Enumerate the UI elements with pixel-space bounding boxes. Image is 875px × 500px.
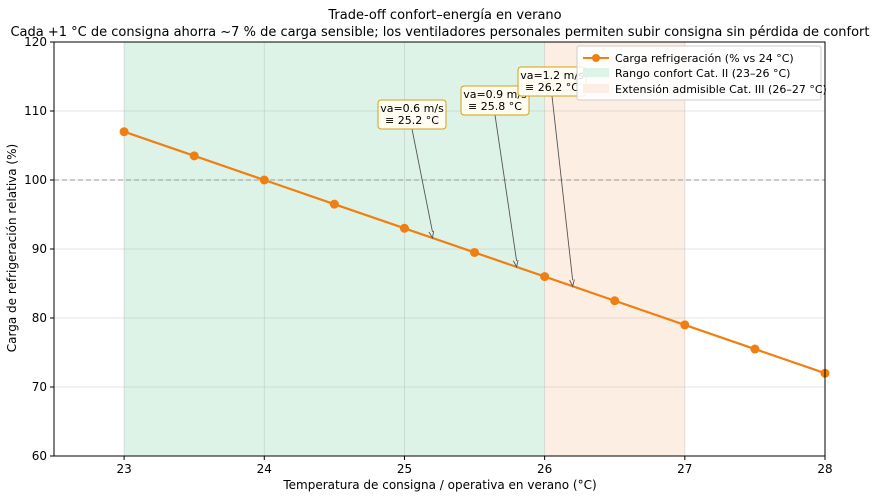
x-tick-label: 28 xyxy=(817,462,832,476)
annotation-box xyxy=(460,85,530,116)
x-tick-label: 27 xyxy=(677,462,692,476)
annotation-arrowhead xyxy=(569,279,575,288)
legend-frame xyxy=(576,45,822,101)
legend-label-band-cat2: Rango confort Cat. II (23–26 °C) xyxy=(615,67,790,80)
annotation-arrow xyxy=(551,95,574,281)
chart-title: Trade-off confort–energía en verano xyxy=(327,8,561,23)
y-tick-label: 120 xyxy=(24,35,47,49)
data-point xyxy=(259,175,269,185)
annotation-box xyxy=(377,99,447,130)
y-tick-label: 70 xyxy=(32,380,47,394)
data-point xyxy=(329,199,339,209)
data-point xyxy=(610,296,620,306)
annotation-layer: va=0.6 m/s≡ 25.2 °C va=0.9 m/s≡ 25.8 °C va… xyxy=(377,66,587,288)
chart-subtitle: Cada +1 °C de consigna ahorra ~7 % de ca… xyxy=(10,25,869,40)
x-tick-label: 26 xyxy=(537,462,552,476)
legend-label-series: Carga refrigeración (% vs 24 °C) xyxy=(615,52,794,65)
data-point xyxy=(189,151,199,161)
annotation-arrowhead xyxy=(512,259,519,269)
annotation-arrow xyxy=(494,114,518,262)
annotation-text: ≡ 25.2 °C xyxy=(385,114,439,127)
annotation-text: ≡ 26.2 °C xyxy=(525,81,579,94)
y-tick-label: 60 xyxy=(32,449,47,463)
x-tick-label: 24 xyxy=(257,462,272,476)
legend: Carga refrigeración (% vs 24 °C) Rango c… xyxy=(576,45,827,101)
data-point xyxy=(119,127,129,137)
data-point xyxy=(470,247,480,257)
legend-label-band-cat3: Extensión admisible Cat. III (26–27 °C) xyxy=(615,83,827,96)
data-point xyxy=(540,272,550,282)
y-tick-label: 100 xyxy=(24,173,47,187)
data-point xyxy=(399,223,409,233)
annotation-text: va=1.2 m/s xyxy=(520,69,584,82)
y-tick-label: 80 xyxy=(32,311,47,325)
legend-swatch-band-cat3 xyxy=(583,84,609,93)
annotation-text: va=0.9 m/s xyxy=(463,88,527,101)
legend-swatch-band-cat2 xyxy=(583,68,609,77)
data-point xyxy=(750,344,760,354)
band-1 xyxy=(544,42,685,456)
x-tick-label: 23 xyxy=(116,462,131,476)
annotation-arrow xyxy=(411,128,433,233)
data-point xyxy=(680,320,690,330)
x-axis-label: Temperatura de consigna / operativa en v… xyxy=(282,478,596,492)
legend-marker-swatch xyxy=(592,54,600,62)
y-tick-label: 110 xyxy=(24,104,47,118)
x-tick-label: 25 xyxy=(397,462,412,476)
annotation-text: ≡ 25.8 °C xyxy=(468,100,522,113)
y-axis-label: Carga de refrigeración relativa (%) xyxy=(5,144,19,352)
y-tick-label: 90 xyxy=(32,242,47,256)
annotation-text: va=0.6 m/s xyxy=(380,102,444,115)
tick-layer: 23 24 25 26 27 28 60 70 80 90 100 110 120 xyxy=(24,35,833,476)
annotation-arrowhead xyxy=(428,230,435,240)
